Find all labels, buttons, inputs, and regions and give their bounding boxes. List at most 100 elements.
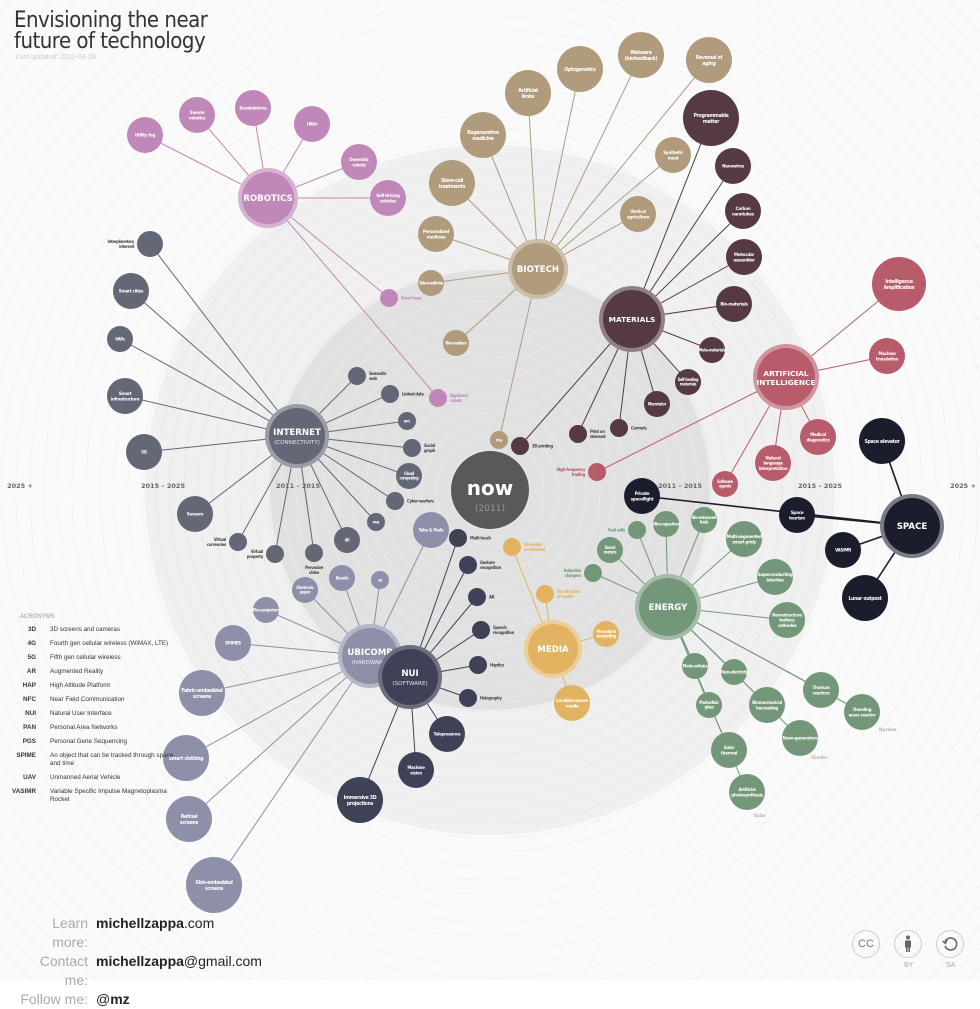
node-circle[interactable] [370,180,406,216]
node-personalized-medicine[interactable]: Personalized medicine [418,216,454,252]
node-circle[interactable] [682,653,708,679]
email-link[interactable]: michellzappa@gmail.com [96,952,262,990]
node-circle[interactable] [459,689,477,707]
node-haptics[interactable]: Haptics [469,656,505,674]
hub-circle[interactable] [512,243,564,295]
hub-energy[interactable]: ENERGY [635,574,701,640]
node-self-healing-materials[interactable]: Self-healing materials [675,369,701,395]
node-circle[interactable] [683,90,739,146]
node-circle[interactable] [179,97,215,133]
node-regenerative-medicine[interactable]: Regenerative medicine [460,112,506,158]
node-fuel-cells[interactable]: Fuel cells [608,521,646,539]
node-space-elevator[interactable]: Space elevator [859,418,905,464]
hub-materials[interactable]: MATERIALS [599,286,665,352]
node-holography[interactable]: Holography [459,689,503,707]
hub-nui[interactable]: NUI (SOFTWARE) [378,645,442,709]
node-reversal-of-aging[interactable]: Reversal of aging [686,37,732,83]
node-circle[interactable] [449,529,467,547]
hub-circle[interactable] [639,578,697,636]
node-machine-translation[interactable]: Machine translation [869,338,905,374]
node-tele-medicine[interactable]: Tele-medicine [418,270,444,296]
node-solar-thermal[interactable]: Solar thermal [711,732,747,768]
node-exoskeletons[interactable]: Exoskeletons [235,90,271,126]
attribution-person-icon[interactable] [894,930,922,958]
node-cermets[interactable]: Cermets [610,419,648,437]
node-bio-markers[interactable]: Bio-markers [443,330,469,356]
node-circle[interactable] [803,672,839,708]
node-circle[interactable] [367,513,385,531]
node-gesture-recognition[interactable]: Gesture recognition [459,556,502,574]
node-smart-clothing[interactable]: Smart clothing [163,735,209,781]
node-circle[interactable] [429,716,465,752]
node-uavs[interactable]: UAVs [294,106,330,142]
node-circle[interactable] [229,533,247,551]
node-circle[interactable] [179,670,225,716]
node-circle[interactable] [292,577,318,603]
node-circle[interactable] [686,37,732,83]
node-haps[interactable]: HAPs [107,326,133,352]
node-programmable-matter[interactable]: Programmable matter [683,90,739,146]
node-circle[interactable] [712,471,738,497]
node-stem-cell-treatments[interactable]: Stem-cell treatments [429,160,475,206]
node-circle[interactable] [711,732,747,768]
node-self-driving-vehicles[interactable]: Self-driving vehicles [370,180,406,216]
node-circle[interactable] [235,90,271,126]
node-circle[interactable] [468,588,486,606]
node-circle[interactable] [699,337,725,363]
node-bio-materials[interactable]: Bio-materials [716,286,752,322]
node-circle[interactable] [554,685,590,721]
node-circle[interactable] [557,46,603,92]
node-circle[interactable] [757,559,793,595]
node-circle[interactable] [618,32,664,78]
node-machine-vision[interactable]: Machine vision [398,752,434,788]
node-circle[interactable] [107,326,133,352]
node-3d-printing[interactable]: 3D printing [511,437,554,455]
node-circle[interactable] [842,575,888,621]
node-circle[interactable] [215,625,251,661]
node-circle[interactable] [371,571,389,589]
node-ar[interactable]: AR [468,588,495,606]
node-ultra-capacitors[interactable]: Ultra-capacitors [652,511,680,537]
node-virtual-property[interactable]: Virtual property [247,545,284,563]
node-circle[interactable] [800,419,836,455]
hub-internet[interactable]: INTERNET (CONNECTIVITY) [265,404,329,468]
node-gamification-of-media[interactable]: Gamification of media [536,585,581,603]
node-circle[interactable] [624,478,660,514]
node-spimes[interactable]: SPIMES [215,625,251,661]
node-superconducting-interties[interactable]: Superconducting interties [757,559,793,595]
node-circle[interactable] [398,752,434,788]
node-circle[interactable] [459,556,477,574]
node-traveling-wave-reactor[interactable]: Traveling wave reactor [844,694,880,730]
node-circle[interactable] [107,378,143,414]
node-circle[interactable] [593,621,619,647]
node-circle[interactable] [334,527,360,553]
node-circle[interactable] [691,507,717,533]
node-intelligence-amplification[interactable]: Intelligence Amplification [872,257,926,311]
node-circle[interactable] [726,239,762,275]
node-circle[interactable] [644,391,670,417]
node-private-spaceflight[interactable]: Private spaceflight [624,478,660,514]
node-circle[interactable] [418,270,444,296]
node-circle[interactable] [749,687,785,723]
node-medical-diagnostics[interactable]: Medical diagnostics [800,419,836,455]
hub-circle[interactable] [603,290,661,348]
node-3d[interactable]: 3D [371,571,389,589]
node-electronic-paper[interactable]: Electronic paper [292,577,318,603]
node-biomechanical-harvesting[interactable]: Biomechanical harvesting [749,687,785,723]
node-interplanetary-internet[interactable]: Interplanetary internet [107,231,163,257]
node-nano-generators[interactable]: Nano-generators [782,720,819,756]
node-all-media-on-demand[interactable]: All media on demand [503,538,546,556]
node-lunar-outpost[interactable]: Lunar outpost [842,575,888,621]
node-swarm-robotics[interactable]: Swarm robotics [179,97,215,133]
node-memristor[interactable]: Memristor [644,391,670,417]
hub-circle[interactable] [242,172,294,224]
node-boards[interactable]: Boards [329,565,355,591]
node-circle[interactable] [429,160,475,206]
node-synthetic-meat[interactable]: Synthetic meat [655,137,691,173]
node-circle[interactable] [726,521,762,557]
node-natural-language-interpretation[interactable]: Natural language interpretation [755,445,791,481]
node-software-agents[interactable]: Software agents [712,471,738,497]
node-optogenetics[interactable]: Optogenetics [557,46,603,92]
node-multi-touch[interactable]: Multi touch [449,529,492,547]
node-circle[interactable] [597,537,623,563]
